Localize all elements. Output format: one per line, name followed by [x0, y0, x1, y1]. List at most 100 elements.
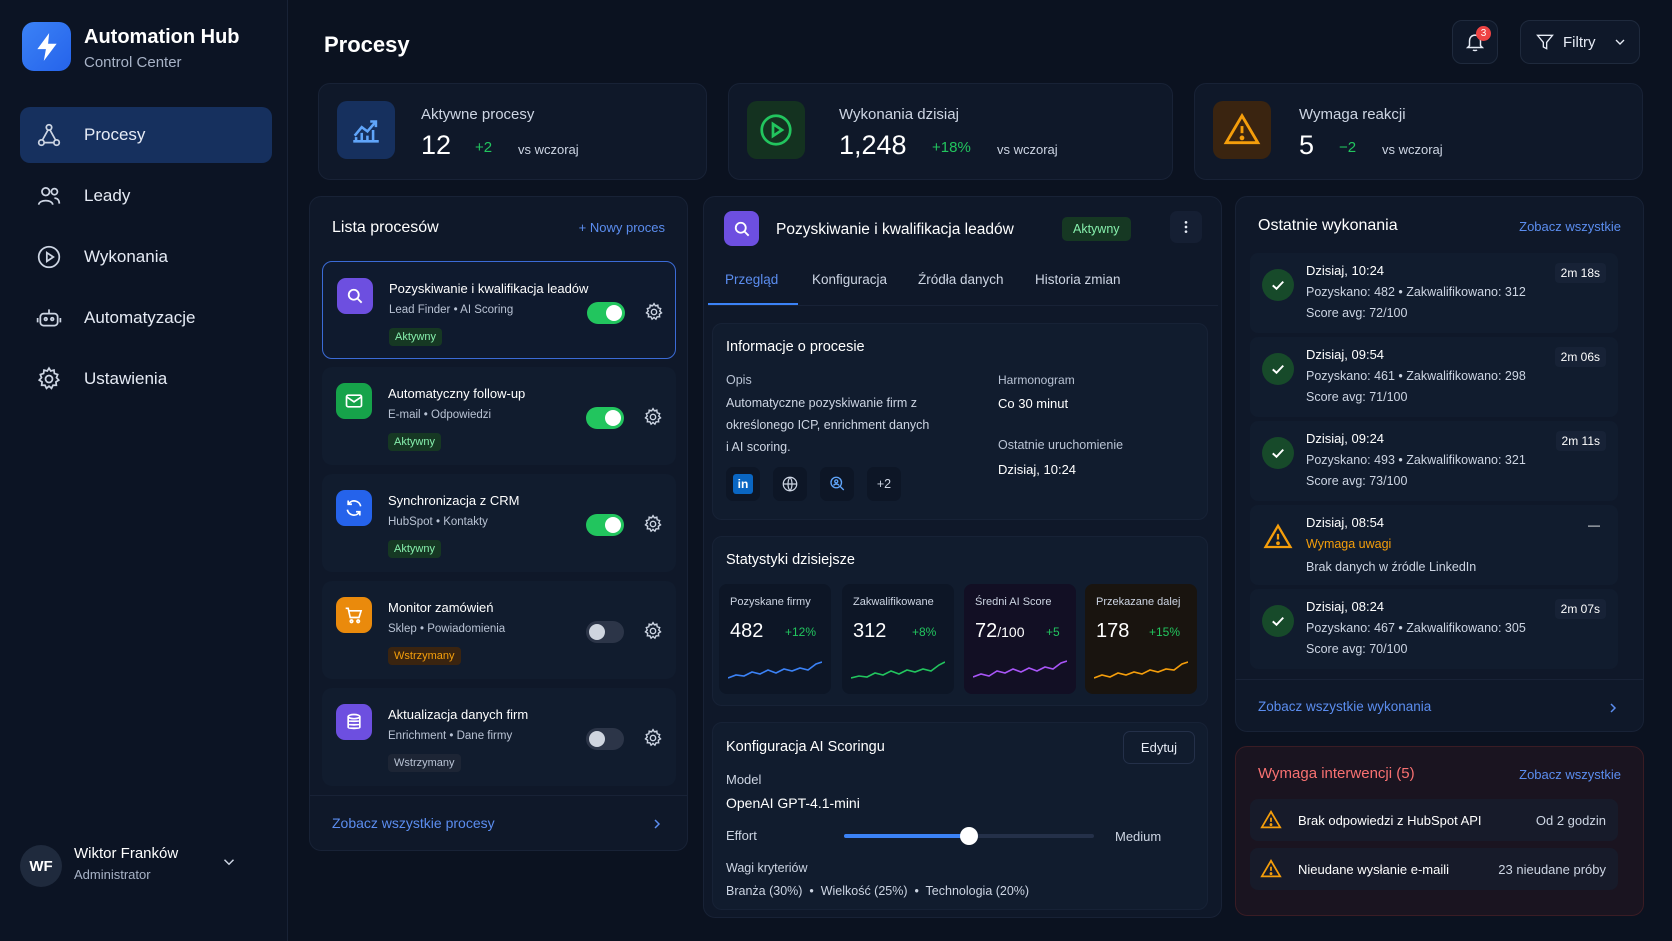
stat-card-active-processes: Aktywne procesy 12 +2 vs wczoraj [318, 83, 707, 180]
sparkline [728, 661, 822, 679]
today-stats-title: Statystyki dzisiejsze [726, 552, 855, 568]
tab-przeglad[interactable]: Przegląd [725, 272, 779, 287]
see-all-executions-link[interactable]: Zobacz wszystkie wykonania [1258, 699, 1432, 714]
toggle-knob [605, 410, 621, 426]
process-item[interactable]: Monitor zamówień Sklep • Powiadomienia W… [322, 581, 676, 679]
intervention-item[interactable]: Nieudane wysłanie e-maili 23 nieudane pr… [1250, 848, 1618, 890]
execution-row[interactable]: Dzisiaj, 10:24 Pozyskano: 482 • Zakwalif… [1250, 253, 1618, 333]
sidebar-item-label: Ustawienia [84, 369, 168, 388]
user-menu[interactable]: WF Wiktor Franków Administrator [20, 843, 272, 891]
tab-historia-zmian[interactable]: Historia zmian [1035, 272, 1121, 287]
execution-warning: Wymaga uwagi [1306, 537, 1392, 551]
recent-executions-title: Ostatnie wykonania [1258, 217, 1398, 234]
robot-icon [36, 309, 62, 327]
app-logo [22, 22, 71, 71]
sidebar-item-leady[interactable]: Leady [20, 168, 272, 224]
process-toggle[interactable] [586, 514, 624, 536]
stat-card-executions-today: Wykonania dzisiaj 1,248 +18% vs wczoraj [728, 83, 1173, 180]
stat-label: Aktywne procesy [421, 106, 535, 123]
stat-icon-bg [747, 101, 805, 159]
chevron-down-icon [1615, 39, 1624, 45]
tab-active-underline [708, 303, 798, 305]
process-item[interactable]: Pozyskiwanie i kwalifikacja leadów Lead … [322, 261, 676, 359]
execution-score: Score avg: 70/100 [1306, 642, 1408, 656]
stat-label: Wykonania dzisiaj [839, 106, 959, 123]
process-toggle[interactable] [586, 621, 624, 643]
warning-triangle-icon [1260, 810, 1282, 829]
process-tags: Enrichment • Dane firmy [388, 730, 513, 742]
process-toggle[interactable] [586, 728, 624, 750]
process-item[interactable]: Synchronizacja z CRM HubSpot • Kontakty … [322, 474, 676, 572]
stat-value: 1,248 [839, 130, 907, 160]
stat-tile-delta: +15% [1149, 625, 1181, 639]
chevron-down-icon[interactable] [220, 853, 238, 871]
execution-duration: 2m 07s [1554, 599, 1606, 619]
workflow-icon [37, 123, 61, 147]
process-toggle[interactable] [586, 407, 624, 429]
execution-row[interactable]: Dzisiaj, 09:54 Pozyskano: 461 • Zakwalif… [1250, 337, 1618, 417]
effort-slider-handle[interactable] [960, 827, 978, 845]
process-icon-bg [337, 278, 373, 314]
execution-row[interactable]: Dzisiaj, 09:24 Pozyskano: 493 • Zakwalif… [1250, 421, 1618, 501]
chevron-right-icon[interactable] [1605, 700, 1621, 716]
stat-comparison: vs wczoraj [518, 142, 579, 157]
see-all-link[interactable]: Zobacz wszystkie [1519, 767, 1621, 782]
stat-delta: +18% [932, 139, 971, 156]
execution-duration: 2m 18s [1554, 263, 1606, 283]
sidebar-item-ustawienia[interactable]: Ustawienia [20, 351, 272, 407]
more-sources-chip[interactable]: +2 [867, 467, 901, 501]
edit-button[interactable]: Edytuj [1123, 731, 1195, 764]
status-badge: Wstrzymany [388, 647, 461, 665]
process-tag: Powiadomienia [427, 623, 506, 635]
stat-label: Wymaga reakcji [1299, 106, 1406, 123]
stat-tile-label: Pozyskane firmy [730, 596, 811, 608]
effort-slider[interactable] [844, 827, 1094, 845]
sidebar-item-automatyzacje[interactable]: Automatyzacje [20, 290, 272, 346]
success-icon-bg [1262, 353, 1294, 385]
process-item[interactable]: Automatyczny follow-up E-mail • Odpowied… [322, 367, 676, 465]
gear-icon[interactable] [643, 621, 663, 641]
effort-value: Medium [1115, 829, 1162, 844]
process-tag: Enrichment [388, 730, 447, 742]
see-all-link[interactable]: Zobacz wszystkie [1519, 219, 1621, 234]
execution-score: Score avg: 73/100 [1306, 474, 1408, 488]
process-tags: HubSpot • Kontakty [388, 516, 488, 528]
intervention-item[interactable]: Brak odpowiedzi z HubSpot API Od 2 godzi… [1250, 799, 1618, 841]
execution-row[interactable]: Dzisiaj, 08:54 Wymaga uwagi Brak danych … [1250, 505, 1618, 585]
more-options-button[interactable] [1170, 211, 1202, 243]
sidebar-item-procesy[interactable]: Procesy [20, 107, 272, 163]
execution-time: Dzisiaj, 08:54 [1306, 515, 1385, 530]
gear-icon[interactable] [643, 407, 663, 427]
tab-konfiguracja[interactable]: Konfiguracja [812, 272, 888, 287]
sidebar-item-wykonania[interactable]: Wykonania [20, 229, 272, 285]
see-all-processes-link[interactable]: Zobacz wszystkie procesy [332, 815, 495, 831]
tab-zrodla-danych[interactable]: Źródła danych [918, 272, 1004, 287]
gear-icon[interactable] [643, 514, 663, 534]
source-web[interactable] [773, 467, 807, 501]
process-item[interactable]: Aktualizacja danych firm Enrichment • Da… [322, 688, 676, 786]
description-line: i AI scoring. [726, 440, 791, 454]
source-linkedin[interactable]: in [726, 467, 760, 501]
intervention-meta: Od 2 godzin [1535, 813, 1606, 828]
notifications-button[interactable]: 3 [1452, 20, 1498, 64]
toggle-knob [605, 517, 621, 533]
execution-warning-detail: Brak danych w źródle LinkedIn [1306, 560, 1477, 574]
process-icon-bg [724, 211, 759, 246]
gear-icon[interactable] [644, 302, 664, 322]
process-toggle[interactable] [587, 302, 625, 324]
intervention-text: Brak odpowiedzi z HubSpot API [1298, 813, 1482, 828]
chevron-right-icon[interactable] [649, 816, 665, 832]
last-run-value: Dzisiaj, 10:24 [998, 462, 1077, 477]
process-list-panel: Lista procesów + Nowy proces Pozyskiwani… [309, 196, 688, 851]
execution-row[interactable]: Dzisiaj, 08:24 Pozyskano: 467 • Zakwalif… [1250, 589, 1618, 669]
filters-button[interactable]: Filtry [1520, 20, 1640, 64]
gear-icon[interactable] [643, 728, 663, 748]
globe-icon [782, 476, 798, 492]
execution-time: Dzisiaj, 10:24 [1306, 263, 1385, 278]
execution-duration: 2m 06s [1554, 347, 1606, 367]
success-icon-bg [1262, 269, 1294, 301]
schedule-label: Harmonogram [998, 373, 1075, 387]
stat-tile-number: 178 [1096, 620, 1130, 642]
source-lead-finder[interactable] [820, 467, 854, 501]
new-process-button[interactable]: + Nowy proces [578, 220, 665, 235]
